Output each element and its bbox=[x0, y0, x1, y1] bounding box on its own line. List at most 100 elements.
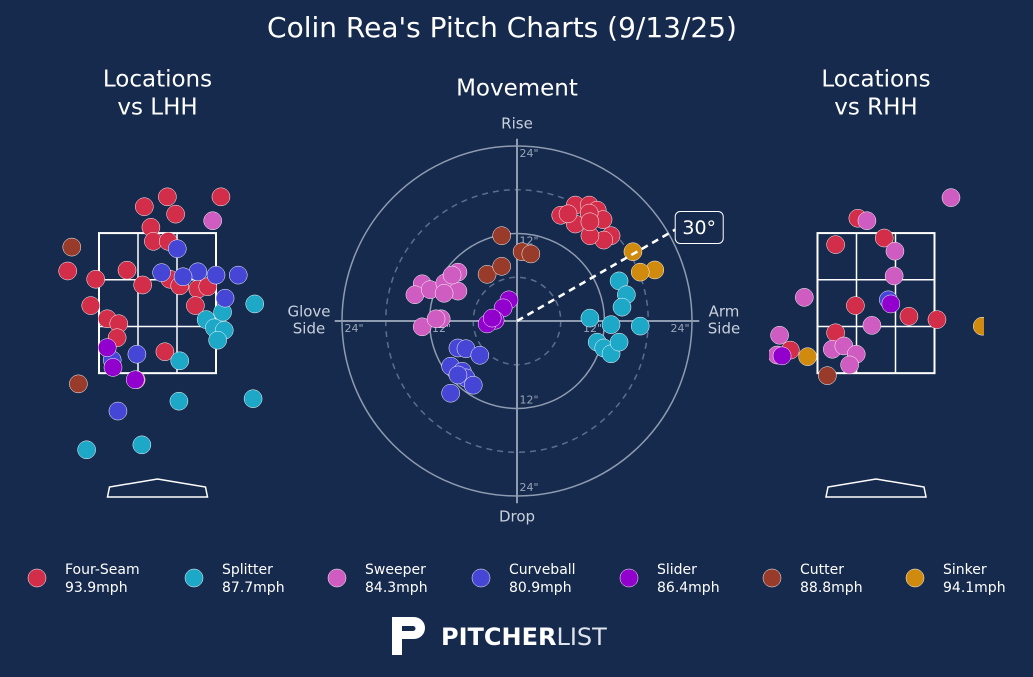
logo-text: PITCHERLIST bbox=[441, 623, 607, 651]
pitch-point bbox=[166, 204, 185, 224]
strike-zone bbox=[816, 232, 936, 375]
legend-marker bbox=[619, 568, 639, 588]
home-plate bbox=[106, 478, 209, 498]
pitch-point bbox=[97, 338, 117, 357]
pitch-point bbox=[117, 260, 137, 280]
pitch-point bbox=[580, 212, 600, 232]
legend-marker bbox=[471, 568, 491, 588]
pitch-point bbox=[208, 330, 227, 350]
pitch-point bbox=[840, 355, 859, 375]
legend-name: Sweeper bbox=[365, 562, 426, 578]
legend-marker bbox=[27, 568, 47, 588]
pitch-point bbox=[609, 332, 629, 352]
legend-speed: 93.9mph bbox=[65, 580, 128, 596]
pitch-point bbox=[155, 342, 175, 361]
legend-name: Four-Seam bbox=[65, 562, 140, 578]
legend-marker bbox=[184, 568, 204, 588]
pitch-point bbox=[884, 266, 904, 286]
pitch-point bbox=[477, 265, 497, 284]
pitch-point bbox=[899, 307, 919, 326]
pitch-point bbox=[448, 365, 468, 385]
axis-label: Drop bbox=[499, 508, 535, 526]
pitch-point bbox=[211, 187, 231, 207]
pitch-point bbox=[846, 296, 865, 315]
pitch-point bbox=[103, 358, 123, 377]
pitch-point bbox=[229, 265, 248, 285]
pitch-point bbox=[818, 366, 837, 385]
pitch-point bbox=[857, 211, 877, 230]
pitch-point bbox=[86, 269, 105, 289]
home-plate bbox=[825, 478, 927, 498]
pitch-point bbox=[158, 187, 177, 207]
legend-speed: 88.8mph bbox=[800, 580, 863, 596]
pitch-point bbox=[770, 326, 789, 345]
panel-title: Locations bbox=[821, 67, 930, 93]
pitch-point bbox=[173, 267, 193, 287]
points bbox=[58, 187, 264, 460]
panel-title: Locations bbox=[103, 67, 212, 93]
legend-speed: 86.4mph bbox=[657, 580, 720, 596]
pitch-point bbox=[441, 383, 460, 403]
pitch-point bbox=[126, 370, 145, 390]
points bbox=[769, 188, 984, 385]
pitch-point bbox=[874, 228, 894, 248]
arm-angle-label: 30° bbox=[682, 217, 716, 239]
ring-label: 12" bbox=[519, 394, 538, 407]
legend-name: Splitter bbox=[222, 562, 273, 578]
pitch-point bbox=[62, 237, 82, 257]
legend-name: Curveball bbox=[509, 562, 576, 578]
pitch-point bbox=[470, 346, 490, 365]
ring-label: 24" bbox=[519, 481, 538, 494]
pitch-point bbox=[168, 239, 187, 258]
axis-label: Rise bbox=[501, 115, 533, 133]
pitch-point bbox=[927, 310, 947, 329]
ring-label: 24" bbox=[670, 322, 689, 335]
legend-speed: 87.7mph bbox=[222, 580, 285, 596]
axis-label: Side bbox=[708, 320, 740, 338]
legend-name: Sinker bbox=[943, 562, 987, 578]
pitch-point bbox=[558, 204, 578, 224]
pitch-point bbox=[215, 288, 235, 308]
legend-name: Slider bbox=[657, 562, 697, 578]
pitch-point bbox=[492, 257, 511, 276]
panel-title: Movement bbox=[456, 76, 578, 102]
chart-title: Colin Rea's Pitch Charts (9/13/25) bbox=[267, 11, 737, 44]
pitch-point bbox=[81, 296, 101, 315]
pitch-point bbox=[826, 235, 845, 254]
axis-label: Glove bbox=[287, 303, 330, 321]
pitch-point bbox=[623, 242, 643, 261]
pitch-point bbox=[795, 288, 814, 307]
pitch-point bbox=[245, 294, 264, 314]
pitch-point bbox=[203, 211, 222, 230]
pitch-point bbox=[169, 391, 189, 411]
pitch-point bbox=[127, 344, 147, 364]
pitch-point bbox=[170, 351, 189, 371]
pitch-point bbox=[69, 374, 88, 394]
pitch-point bbox=[434, 284, 454, 303]
pitch-point bbox=[186, 296, 205, 315]
legend-marker bbox=[905, 568, 925, 588]
pitch-point bbox=[521, 244, 541, 264]
pitch-point bbox=[108, 401, 128, 421]
legend-speed: 84.3mph bbox=[365, 580, 428, 596]
pitch-point bbox=[412, 317, 432, 337]
panel-title: vs LHH bbox=[117, 95, 197, 121]
arm-angle-line bbox=[516, 227, 678, 323]
pitch-point bbox=[77, 440, 96, 460]
legend-speed: 94.1mph bbox=[943, 580, 1006, 596]
axis-label: Arm bbox=[709, 303, 740, 321]
pitch-point bbox=[492, 226, 511, 245]
pitch-point bbox=[464, 375, 483, 395]
pitch-point bbox=[580, 308, 600, 328]
legend-name: Cutter bbox=[800, 562, 844, 578]
ring-label: 24" bbox=[344, 322, 363, 335]
logo-bold: PITCHER bbox=[441, 623, 556, 651]
pitch-point bbox=[133, 275, 152, 295]
pitch-point bbox=[601, 315, 621, 334]
pitch-point bbox=[132, 435, 152, 455]
pitch-point bbox=[862, 316, 882, 335]
legend-speed: 80.9mph bbox=[509, 580, 572, 596]
pitch-point bbox=[973, 316, 984, 336]
